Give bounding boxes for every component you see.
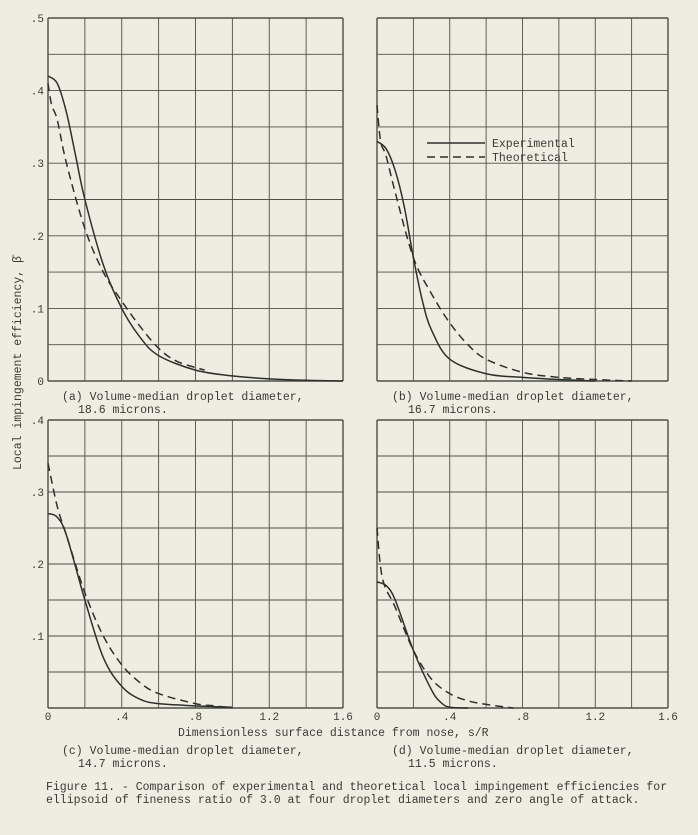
experimental-curve-d xyxy=(376,581,468,709)
caption-b-line1: (b) Volume-median droplet diameter, xyxy=(392,391,634,404)
x-tick-label: 0 xyxy=(45,712,52,724)
x-tick-label: 1.6 xyxy=(658,712,678,724)
x-tick-label: .8 xyxy=(516,712,529,724)
y-tick-label: .2 xyxy=(31,560,44,572)
x-tick-label: 1.6 xyxy=(333,712,353,724)
x-tick-label: .4 xyxy=(443,712,457,724)
x-tick-label: .8 xyxy=(189,712,202,724)
x-tick-label: 1.2 xyxy=(585,712,605,724)
theoretical-curve-b xyxy=(376,105,632,382)
y-tick-label: .5 xyxy=(31,14,44,26)
theoretical-curve-c xyxy=(47,463,233,709)
caption-a: (a) Volume-median droplet diameter, 18.6… xyxy=(62,391,304,417)
caption-c-line1: (c) Volume-median droplet diameter, xyxy=(62,745,304,758)
x-tick-label: 0 xyxy=(374,712,381,724)
experimental-curve-b xyxy=(376,140,596,382)
x-tick-label: .4 xyxy=(115,712,129,724)
legend-experimental-label: Experimental xyxy=(492,138,575,151)
caption-b-line2: 16.7 microns. xyxy=(408,404,498,417)
x-tick-label: 1.2 xyxy=(259,712,279,724)
y-tick-label: .1 xyxy=(31,632,45,644)
y-tick-label: .4 xyxy=(31,416,45,428)
y-tick-label: 0 xyxy=(37,377,44,389)
legend-theoretical-label: Theoretical xyxy=(492,152,568,165)
y-tick-label: .2 xyxy=(31,232,44,244)
y-tick-label: .3 xyxy=(31,159,44,171)
theoretical-curve-d xyxy=(376,527,514,709)
x-axis-label: Dimensionless surface distance from nose… xyxy=(178,727,489,740)
y-tick-label: .1 xyxy=(31,304,45,316)
theoretical-curve-a xyxy=(47,83,205,371)
caption-c-line2: 14.7 microns. xyxy=(78,758,168,771)
y-axis-label: Local impingement efficiency, β̄ xyxy=(12,256,25,470)
caption-d-line2: 11.5 microns. xyxy=(408,758,498,771)
experimental-curve-c xyxy=(47,512,233,709)
caption-b: (b) Volume-median droplet diameter, 16.7… xyxy=(392,391,634,417)
y-tick-label: .3 xyxy=(31,488,44,500)
caption-a-line2: 18.6 microns. xyxy=(78,404,168,417)
caption-d-line1: (d) Volume-median droplet diameter, xyxy=(392,745,634,758)
caption-d: (d) Volume-median droplet diameter, 11.5… xyxy=(392,745,634,771)
experimental-curve-a xyxy=(47,75,344,382)
caption-c: (c) Volume-median droplet diameter, 14.7… xyxy=(62,745,304,771)
figure-caption: Figure 11. - Comparison of experimental … xyxy=(46,781,668,807)
y-tick-label: .4 xyxy=(31,87,45,99)
caption-a-line1: (a) Volume-median droplet diameter, xyxy=(62,391,304,404)
